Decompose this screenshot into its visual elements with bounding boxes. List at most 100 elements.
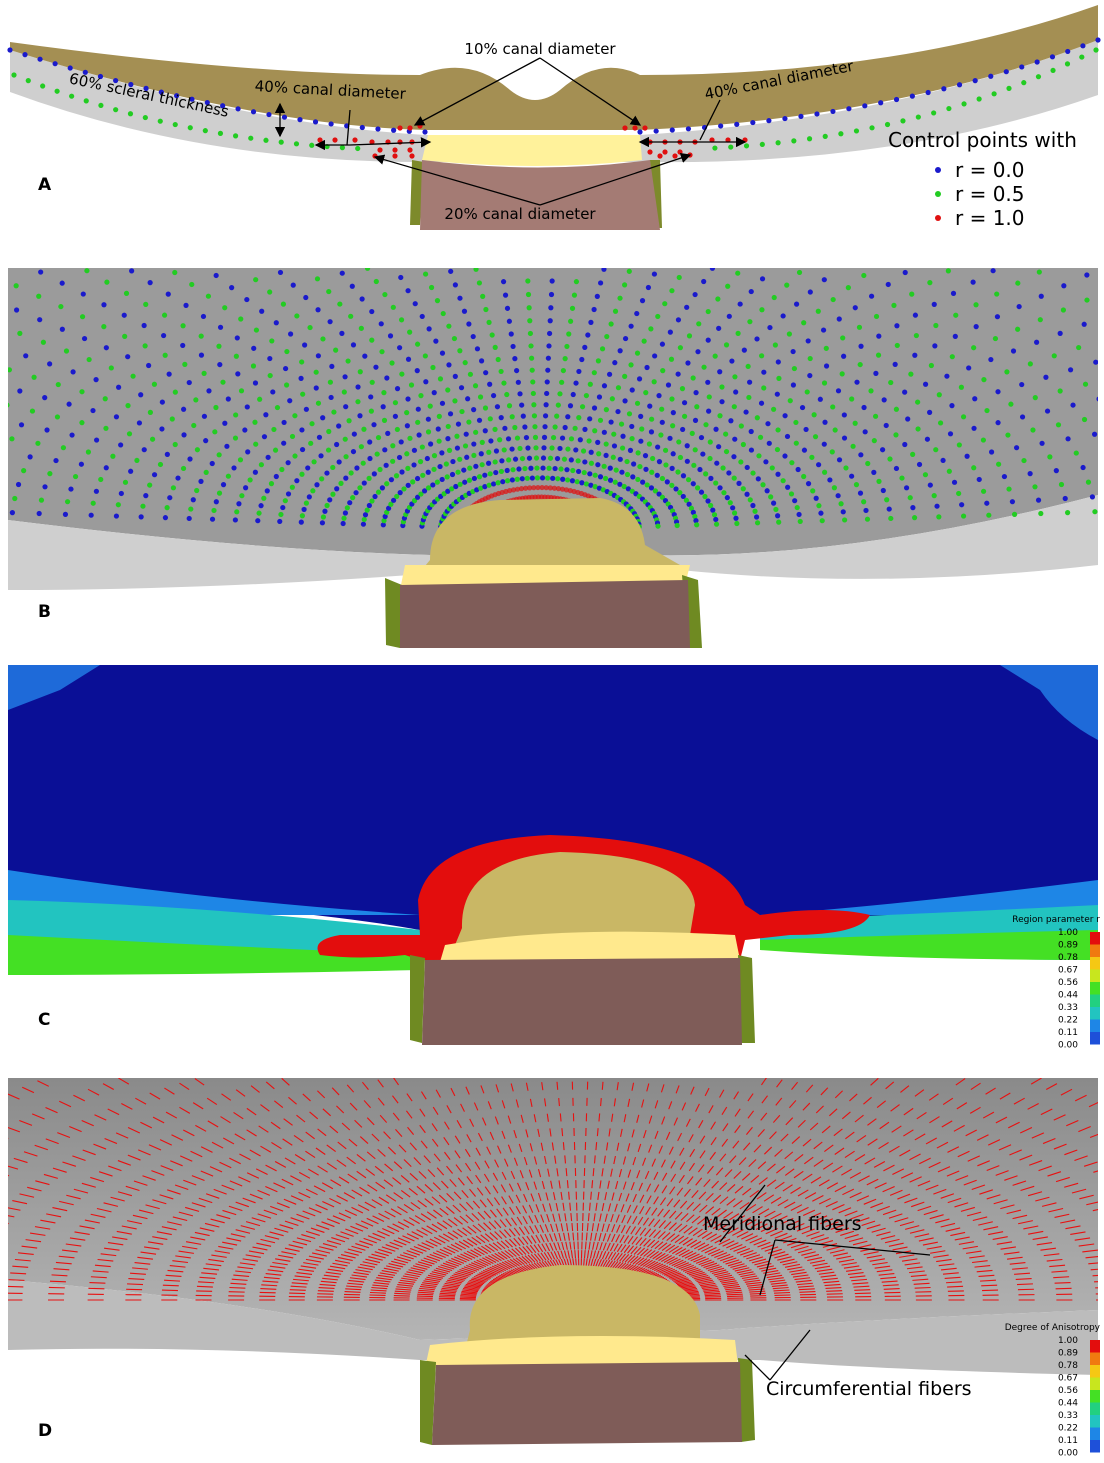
control-point <box>501 279 506 284</box>
control-point <box>760 276 765 281</box>
control-point <box>609 321 614 326</box>
control-point <box>785 485 790 490</box>
control-point <box>462 309 467 314</box>
control-point <box>320 520 325 525</box>
control-point <box>971 426 976 431</box>
control-point <box>381 404 386 409</box>
control-point <box>505 478 510 483</box>
control-point <box>728 418 733 423</box>
control-point <box>1095 37 1100 42</box>
control-point <box>313 119 318 124</box>
control-point <box>65 499 70 504</box>
control-point <box>830 109 835 114</box>
control-point <box>741 442 746 447</box>
control-point <box>640 480 645 485</box>
control-point <box>472 476 477 481</box>
control-point <box>578 437 583 442</box>
control-point <box>319 476 324 481</box>
control-point <box>10 510 15 515</box>
control-point <box>532 424 537 429</box>
control-point <box>623 336 628 341</box>
control-point <box>734 122 739 127</box>
control-point <box>471 334 476 339</box>
control-point <box>248 477 253 482</box>
control-point <box>376 435 381 440</box>
control-point <box>140 504 145 509</box>
control-point <box>738 301 743 306</box>
control-point <box>239 493 244 498</box>
control-point <box>299 359 304 364</box>
fiber <box>229 1288 245 1289</box>
panel-label: C <box>38 1010 50 1030</box>
control-point <box>362 480 367 485</box>
control-point <box>686 126 691 131</box>
control-point <box>1010 499 1015 504</box>
control-point <box>281 302 286 307</box>
control-point <box>69 432 74 437</box>
control-point <box>807 136 812 141</box>
control-point <box>695 349 700 354</box>
control-point <box>981 489 986 494</box>
control-point <box>850 444 855 449</box>
control-point <box>916 114 921 119</box>
control-point <box>195 447 200 452</box>
control-point <box>486 461 491 466</box>
control-point <box>836 493 841 498</box>
control-point <box>384 481 389 486</box>
legend-label: r = 1.0 <box>955 206 1025 230</box>
control-point <box>534 455 539 460</box>
control-point <box>672 153 677 158</box>
control-point <box>635 401 640 406</box>
control-point <box>996 462 1001 467</box>
control-point <box>991 268 996 273</box>
control-point <box>159 426 164 431</box>
annotation: 20% canal diameter <box>444 205 596 223</box>
control-point <box>1032 484 1037 489</box>
control-point <box>407 147 412 152</box>
control-point <box>872 438 877 443</box>
control-point <box>290 434 295 439</box>
control-point <box>308 441 313 446</box>
control-point <box>669 396 674 401</box>
control-point <box>300 513 305 518</box>
control-point <box>808 289 813 294</box>
control-point <box>932 343 937 348</box>
control-point <box>888 380 893 385</box>
control-point <box>680 427 685 432</box>
fiber <box>1099 1214 1104 1217</box>
control-point <box>464 432 469 437</box>
control-point <box>281 420 286 425</box>
fiber <box>563 1142 564 1150</box>
control-point <box>1038 511 1043 516</box>
control-point <box>785 434 790 439</box>
control-point <box>73 474 78 479</box>
control-point <box>466 419 471 424</box>
control-point <box>206 294 211 299</box>
control-point <box>426 429 431 434</box>
control-point <box>678 345 683 350</box>
fiber <box>576 1258 577 1266</box>
control-point <box>352 137 357 142</box>
control-point <box>791 349 796 354</box>
control-point <box>743 409 748 414</box>
control-point <box>235 335 240 340</box>
control-point <box>420 473 425 478</box>
control-point <box>360 296 365 301</box>
control-point <box>317 137 322 142</box>
control-point <box>148 410 153 415</box>
control-point <box>248 136 253 141</box>
control-point <box>217 362 222 367</box>
control-point <box>382 292 387 297</box>
control-point <box>1039 441 1044 446</box>
control-point <box>545 379 550 384</box>
fiber <box>588 1213 589 1221</box>
control-point <box>251 346 256 351</box>
control-point <box>838 131 843 136</box>
control-point <box>428 404 433 409</box>
control-point <box>283 366 288 371</box>
control-point <box>321 514 326 519</box>
control-point <box>1065 61 1070 66</box>
control-point <box>705 498 710 503</box>
control-point <box>803 427 808 432</box>
control-point <box>457 296 462 301</box>
